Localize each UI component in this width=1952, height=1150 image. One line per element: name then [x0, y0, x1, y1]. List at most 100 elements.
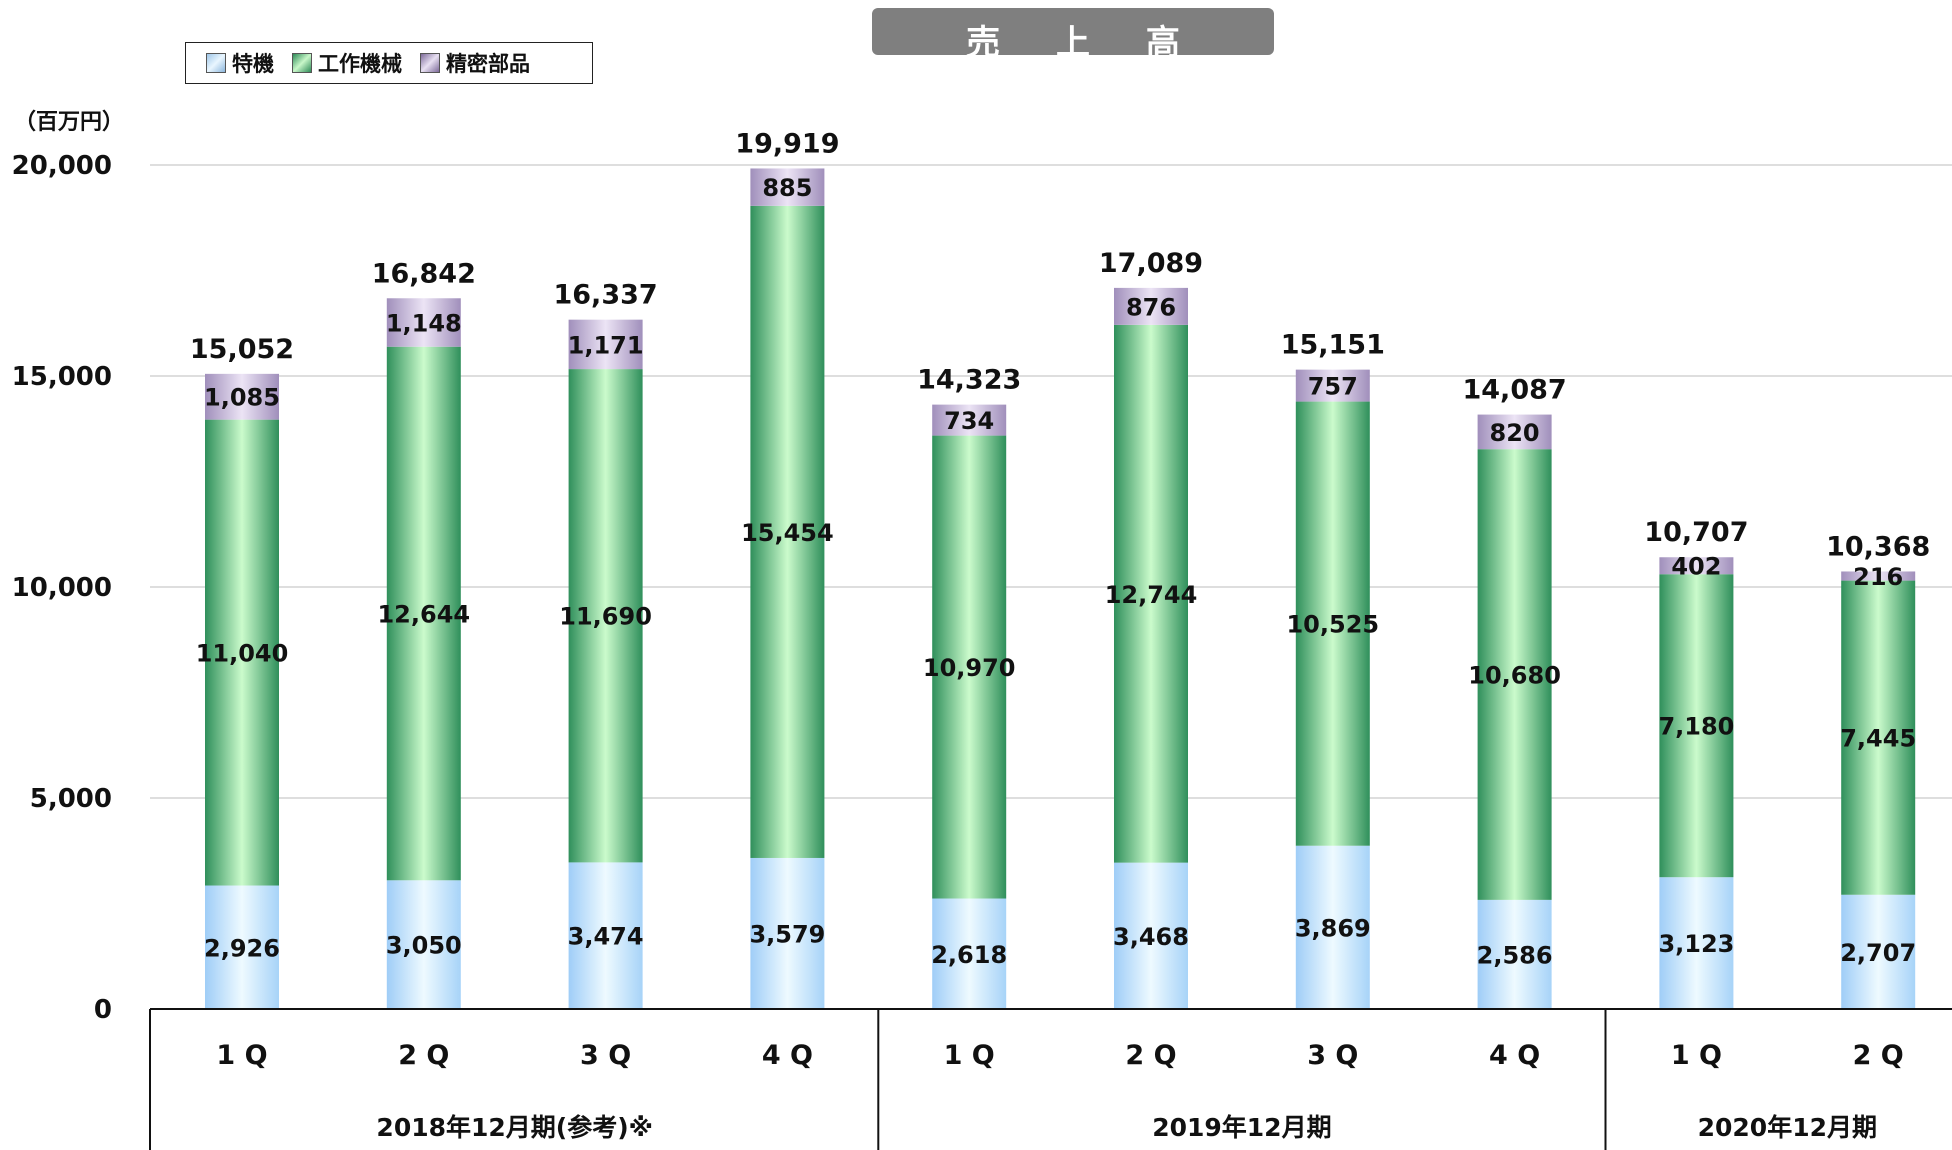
data-label-tokki: 2,707: [1840, 939, 1916, 967]
bar-segment-tokki: [932, 898, 1007, 1009]
group-label: 2018年12月期(参考)※: [376, 1113, 653, 1142]
x-tick-label: 1 Q: [1671, 1040, 1722, 1071]
bar-segment-machine-tools: [205, 419, 279, 886]
bar-segment-tokki: [1114, 862, 1188, 1009]
bar-segment-precision-parts: [1477, 414, 1552, 450]
bar-segment-precision-parts: [386, 298, 461, 347]
data-label-precision-parts: 885: [762, 174, 812, 202]
data-label-precision-parts: 757: [1308, 373, 1358, 401]
data-label-machine-tools: 10,970: [923, 654, 1016, 682]
total-label: 10,368: [1826, 531, 1930, 562]
legend-item-machine-tools: 工作機械: [292, 48, 402, 78]
bar-segment-precision-parts: [1841, 571, 1916, 581]
chart-title: 売 上 高: [966, 23, 1202, 63]
data-label-precision-parts: 1,085: [204, 384, 280, 412]
legend-swatch-precision-parts: [420, 53, 440, 73]
group-label: 2019年12月期: [1152, 1113, 1331, 1142]
data-label-precision-parts: 876: [1126, 293, 1176, 321]
bar-segment-tokki: [386, 880, 461, 1009]
data-label-tokki: 3,123: [1658, 930, 1734, 958]
total-label: 15,052: [190, 334, 294, 365]
bar-segment-tokki: [1659, 877, 1734, 1009]
x-tick-label: 4 Q: [1489, 1040, 1540, 1071]
x-tick-label: 1 Q: [216, 1040, 267, 1071]
total-label: 10,707: [1644, 517, 1748, 548]
bar-segment-machine-tools: [386, 346, 461, 881]
data-label-precision-parts: 216: [1853, 563, 1903, 591]
legend-label-tokki: 特機: [232, 52, 274, 76]
data-label-tokki: 2,926: [204, 934, 280, 962]
bar-segment-machine-tools: [1114, 324, 1188, 863]
total-label: 14,087: [1462, 375, 1566, 406]
bar-segment-precision-parts: [1295, 369, 1370, 402]
bar-segment-tokki: [1841, 894, 1916, 1009]
data-label-tokki: 3,050: [386, 932, 462, 960]
group-label: 2020年12月期: [1698, 1113, 1877, 1142]
total-label: 19,919: [735, 128, 839, 159]
data-label-machine-tools: 10,680: [1468, 662, 1561, 690]
data-label-machine-tools: 10,525: [1286, 611, 1379, 639]
bar-segment-tokki: [1295, 845, 1370, 1009]
legend: 特機 工作機械 精密部品: [185, 42, 593, 84]
x-tick-label: 2 Q: [1853, 1040, 1904, 1071]
data-label-tokki: 2,618: [931, 941, 1007, 969]
x-tick-label: 3 Q: [1307, 1040, 1358, 1071]
bar-segment-precision-parts: [1114, 287, 1188, 325]
x-tick-label: 4 Q: [762, 1040, 813, 1071]
bar-segment-precision-parts: [750, 168, 825, 206]
bar-segment-tokki: [750, 857, 825, 1009]
total-label: 15,151: [1281, 330, 1385, 361]
bar-segment-machine-tools: [568, 369, 643, 863]
data-label-precision-parts: 1,148: [386, 309, 462, 337]
bar-segment-machine-tools: [932, 435, 1007, 899]
data-label-precision-parts: 734: [944, 407, 994, 435]
x-tick-label: 1 Q: [944, 1040, 995, 1071]
x-tick-label: 3 Q: [580, 1040, 631, 1071]
total-label: 16,842: [372, 258, 476, 289]
data-label-machine-tools: 11,040: [196, 640, 289, 668]
bar-segment-tokki: [1477, 899, 1552, 1009]
data-label-machine-tools: 12,644: [377, 601, 470, 629]
bar-segment-machine-tools: [1841, 580, 1916, 895]
data-label-machine-tools: 7,180: [1658, 713, 1734, 741]
chart-title-box: 売 上 高: [872, 8, 1274, 63]
bar-segment-precision-parts: [1659, 557, 1734, 575]
y-tick-label: 10,000: [12, 573, 112, 603]
data-label-tokki: 3,869: [1295, 914, 1371, 942]
bar-segment-tokki: [205, 885, 279, 1009]
legend-swatch-tokki: [206, 53, 226, 73]
data-label-precision-parts: 1,171: [568, 331, 644, 359]
bar-segment-precision-parts: [932, 404, 1007, 436]
legend-item-tokki: 特機: [206, 48, 274, 78]
bar-segment-machine-tools: [1295, 401, 1370, 846]
y-tick-label: 0: [94, 995, 112, 1025]
bar-segment-machine-tools: [1477, 449, 1552, 900]
bar-segment-machine-tools: [750, 205, 825, 858]
total-label: 14,323: [917, 365, 1021, 396]
data-label-tokki: 3,468: [1113, 923, 1189, 951]
bar-segment-precision-parts: [205, 373, 279, 420]
data-label-tokki: 3,579: [749, 920, 825, 948]
data-label-precision-parts: 402: [1671, 553, 1721, 581]
data-label-machine-tools: 11,690: [559, 603, 652, 631]
data-label-tokki: 2,586: [1477, 941, 1553, 969]
total-label: 17,089: [1099, 248, 1203, 279]
y-tick-label: 20,000: [12, 151, 112, 181]
data-label-machine-tools: 7,445: [1840, 725, 1916, 753]
legend-swatch-machine-tools: [292, 53, 312, 73]
legend-item-precision-parts: 精密部品: [420, 48, 530, 78]
bar-segment-tokki: [568, 862, 643, 1009]
data-label-machine-tools: 12,744: [1105, 581, 1198, 609]
bar-segment-machine-tools: [1659, 574, 1734, 878]
legend-label-machine-tools: 工作機械: [318, 52, 402, 76]
total-label: 16,337: [553, 280, 657, 311]
x-tick-label: 2 Q: [1125, 1040, 1176, 1071]
data-label-machine-tools: 15,454: [741, 519, 834, 547]
data-label-precision-parts: 820: [1490, 419, 1540, 447]
y-tick-label: 5,000: [30, 784, 112, 814]
x-tick-label: 2 Q: [398, 1040, 449, 1071]
bar-segment-precision-parts: [568, 319, 643, 370]
y-axis-unit: （百万円）: [14, 110, 125, 135]
y-tick-label: 15,000: [12, 362, 112, 392]
